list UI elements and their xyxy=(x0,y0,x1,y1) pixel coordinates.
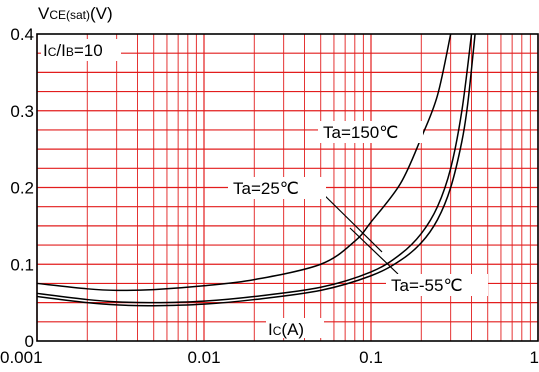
label-25c-bg xyxy=(228,177,326,199)
x-tick-labels: 0.001 0.01 0.1 1 xyxy=(0,348,539,367)
label-minus55c-bg xyxy=(386,274,488,296)
label-150c-bg xyxy=(318,121,423,143)
y-tick-label: 0.4 xyxy=(10,25,34,44)
x-axis-label-bg xyxy=(266,318,324,338)
y-tick-label: 0.3 xyxy=(10,102,34,121)
label-25c: Ta=25℃ xyxy=(233,179,299,198)
series-labels: Ta=150℃ Ta=25℃ Ta=-55℃ xyxy=(228,121,488,296)
curves xyxy=(36,33,476,307)
y-tick-labels: 0 0.1 0.2 0.3 0.4 xyxy=(10,25,34,351)
y-tick-label: 0.1 xyxy=(10,255,34,274)
x-tick-label: 0.01 xyxy=(187,348,220,367)
y-axis-label: VCE(sat)(V) xyxy=(38,4,113,23)
series-line-2 xyxy=(36,33,476,307)
x-axis-label: IC(A) xyxy=(268,320,304,339)
plot-frame xyxy=(36,33,539,342)
leader-minus55c xyxy=(349,227,399,275)
y-tick-label: 0 xyxy=(25,332,34,351)
y-tick-label: 0.2 xyxy=(10,179,34,198)
series-line-1 xyxy=(36,33,473,304)
label-minus55c: Ta=-55℃ xyxy=(391,276,463,295)
x-tick-label: 0.1 xyxy=(359,348,383,367)
condition-bg xyxy=(41,39,121,61)
label-150c: Ta=150℃ xyxy=(323,123,398,142)
condition-label: IC/IB=10 xyxy=(43,41,103,60)
x-tick-label: 1 xyxy=(530,348,539,367)
x-tick-label: 0.001 xyxy=(0,348,43,367)
leader-25c xyxy=(315,186,383,253)
